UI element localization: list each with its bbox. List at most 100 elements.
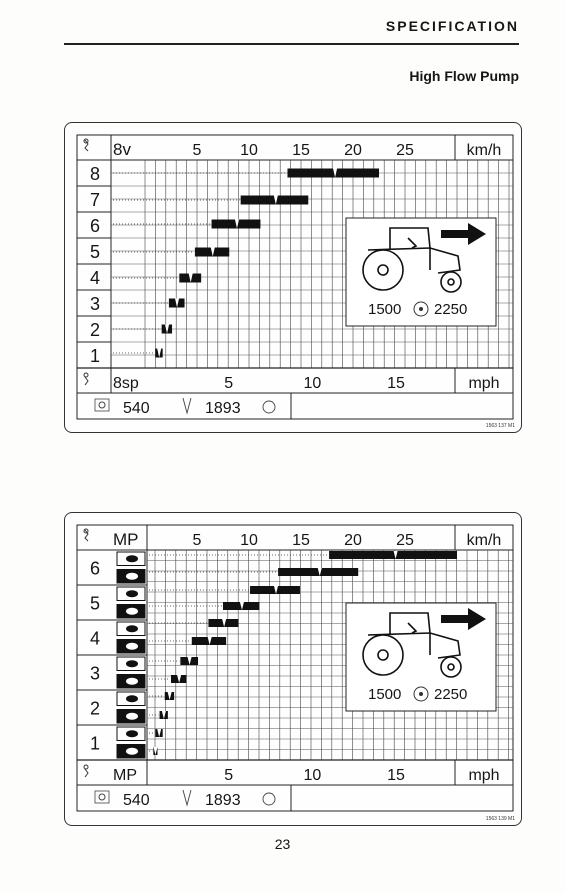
bottom-tick-label: 5 [224, 767, 233, 784]
bottom-tick-label: 10 [303, 767, 321, 784]
gear-number: 2 [90, 699, 100, 719]
hare-icon-body [126, 625, 138, 633]
engine-rpm-high: 2250 [434, 686, 467, 703]
speed-chart-mp: MP 5 10 15 20 25 km/h 6 5 4 3 2 1 1500 2250 MP 5 10 15 mph 5… [64, 512, 522, 826]
top-tick-label: 15 [292, 142, 310, 159]
rated-speed-marker [393, 551, 398, 559]
rated-speed-marker [177, 675, 182, 683]
rated-speed-marker [273, 586, 278, 594]
gear-number: 4 [90, 268, 100, 288]
gear-number: 2 [90, 320, 100, 340]
gear-number: 3 [90, 294, 100, 314]
header-rule [64, 43, 519, 45]
engine-rpm-high: 2250 [434, 301, 467, 318]
hare-icon-body [126, 730, 138, 738]
pto-icon-shaft [98, 793, 106, 801]
rated-speed-marker [317, 568, 322, 576]
rated-speed-marker [165, 324, 170, 334]
gear-number: 5 [90, 242, 100, 262]
hare-icon-body [126, 695, 138, 703]
rated-speed-marker [157, 729, 162, 737]
rated-speed-marker [167, 692, 172, 700]
range-label-bottom: 8sp [113, 375, 139, 392]
engine-rpm-icon [262, 792, 276, 806]
gear-number: 3 [90, 664, 100, 684]
speed-range-bar [240, 195, 309, 205]
top-tick-label: 10 [240, 142, 258, 159]
tortoise-icon-body [126, 677, 138, 685]
speed-range-bar [287, 168, 379, 178]
top-tick-label: 15 [292, 532, 310, 549]
gear-lever-icon [84, 529, 89, 542]
gear-number: 6 [90, 559, 100, 579]
hare-icon-body [126, 555, 138, 563]
engine-rpm-icon [413, 301, 429, 317]
rated-speed-marker [187, 657, 192, 665]
direction-arrow-icon [441, 608, 486, 630]
gear-number: 7 [90, 190, 100, 210]
bottom-tick-label: 15 [387, 767, 405, 784]
rated-speed-marker [157, 348, 162, 358]
gear-number: 1 [90, 346, 100, 366]
top-tick-label: 25 [396, 142, 414, 159]
direction-arrow-icon [441, 223, 486, 245]
gear-number: 1 [90, 734, 100, 754]
speed-chart-graphic: 8v 5 10 15 20 25 km/h 8 7 6 5 4 3 2 1 1500 2250 8sp 5 10 15 m… [76, 134, 514, 420]
pto-engine-rpm: 1893 [205, 792, 241, 809]
gear-lever-knob-icon [83, 138, 89, 144]
rated-speed-marker [239, 602, 244, 610]
gear-number: 6 [90, 216, 100, 236]
gear-lever-icon [84, 376, 89, 386]
section-heading: SPECIFICATION [385, 18, 519, 34]
rated-speed-marker [273, 195, 278, 205]
speed-chart-8v: 8v 5 10 15 20 25 km/h 8 7 6 5 4 3 2 1 1500 2250 8sp 5 10 15 m… [64, 122, 522, 433]
rated-speed-marker [222, 619, 227, 627]
chart-reference-code: 1563 139 M1 [485, 816, 515, 822]
gear-lever-icon [84, 768, 89, 778]
pto-speed: 540 [123, 792, 150, 809]
engine-rpm-low: 1500 [368, 686, 401, 703]
tortoise-icon-body [126, 642, 138, 650]
rated-speed-marker [153, 747, 158, 755]
speed-range-bar [329, 551, 457, 559]
rated-speed-marker [333, 168, 338, 178]
gear-range-label: 8v [113, 140, 131, 159]
page-number: 23 [274, 836, 291, 852]
speed-chart-graphic: MP 5 10 15 20 25 km/h 6 5 4 3 2 1 1500 2250 MP 5 10 15 mph 5… [76, 524, 514, 812]
rated-speed-marker [161, 711, 166, 719]
tractor-icon [362, 612, 462, 678]
gear-lever-knob-icon [83, 764, 89, 770]
pto-shaft-icon [182, 397, 192, 415]
pto-speed: 540 [123, 400, 150, 417]
speed-range-bar [278, 568, 359, 576]
pto-engine-rpm: 1893 [205, 400, 241, 417]
engine-rpm-icon [262, 400, 276, 414]
engine-rpm-icon [413, 686, 429, 702]
engine-rpm-icon-dot [419, 307, 423, 311]
rated-speed-marker [210, 247, 215, 257]
bottom-tick-label: 15 [387, 375, 405, 392]
gear-number: 4 [90, 629, 100, 649]
hare-icon-body [126, 590, 138, 598]
top-tick-label: 25 [396, 532, 414, 549]
pto-icon [94, 790, 110, 804]
bottom-tick-label: 5 [224, 375, 233, 392]
gear-lever-icon [84, 139, 89, 152]
rated-speed-marker [188, 273, 193, 283]
tortoise-icon-body [126, 712, 138, 720]
engine-rpm-icon-dot [419, 692, 423, 696]
gear-lever-knob-icon [83, 528, 89, 534]
engine-rpm-low: 1500 [368, 301, 401, 318]
rated-speed-marker [207, 637, 212, 645]
pto-shaft-icon [182, 789, 192, 807]
range-label-bottom: MP [113, 767, 137, 784]
hare-icon-body [126, 660, 138, 668]
rated-speed-marker [234, 219, 239, 229]
tortoise-icon-body [126, 607, 138, 615]
top-unit-label: km/h [467, 532, 502, 549]
top-tick-label: 20 [344, 532, 362, 549]
pto-icon [94, 398, 110, 412]
top-tick-label: 10 [240, 532, 258, 549]
top-tick-label: 20 [344, 142, 362, 159]
chart-frame [76, 524, 514, 812]
